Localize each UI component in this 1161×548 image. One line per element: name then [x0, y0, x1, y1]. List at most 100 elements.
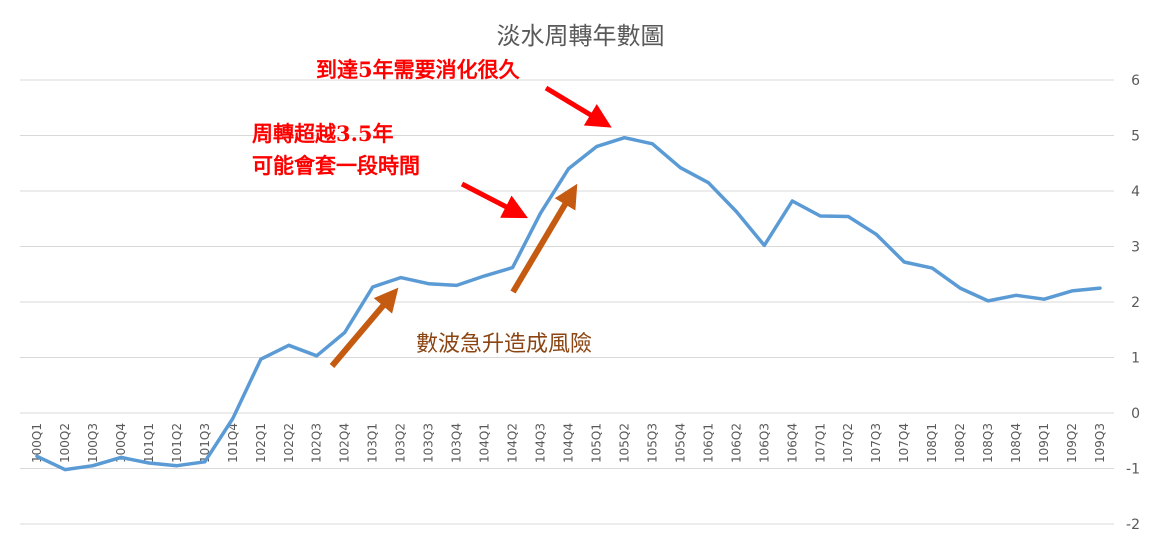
y-tick-label: 6 [1131, 73, 1140, 89]
x-tick-label: 103Q4 [450, 423, 464, 463]
x-tick-label: 101Q3 [198, 423, 212, 463]
series-line [35, 135, 1102, 472]
x-tick-label: 104Q1 [478, 423, 492, 463]
x-tick-label: 105Q2 [617, 423, 631, 463]
data-point [231, 417, 235, 421]
y-tick-labels: -2 -1 0 1 2 3 4 5 6 [1126, 73, 1140, 533]
data-point [818, 214, 822, 218]
y-tick-label: -2 [1126, 517, 1140, 533]
x-tick-label: 106Q3 [757, 423, 771, 463]
x-tick-label: 102Q2 [282, 423, 296, 463]
red-arrow-35 [460, 181, 528, 219]
x-tick-label: 106Q1 [701, 423, 715, 463]
data-point [706, 181, 710, 185]
x-tick-label: 105Q3 [645, 423, 659, 463]
x-tick-label: 104Q3 [534, 423, 548, 463]
x-tick-label: 108Q1 [925, 423, 939, 463]
data-point [511, 266, 515, 270]
data-point [343, 331, 347, 335]
data-point [622, 136, 626, 140]
x-tick-label: 109Q2 [1065, 423, 1079, 463]
data-point [1070, 289, 1074, 293]
x-tick-label: 108Q2 [953, 423, 967, 463]
data-point [846, 215, 850, 219]
annotation-over-35-line2: 可能會套一段時間 [252, 153, 420, 178]
x-tick-label: 107Q3 [869, 423, 883, 463]
data-point [678, 166, 682, 170]
annotation-over-35-line1: 周轉超越3.5年 [252, 121, 394, 146]
brown-arrow-left [329, 287, 399, 368]
x-tick-label: 102Q4 [338, 423, 352, 463]
data-point [259, 357, 263, 361]
x-tick-label: 101Q4 [226, 423, 240, 463]
data-point [483, 274, 487, 278]
x-tick-labels: 100Q1 100Q2 100Q3 100Q4 101Q1 101Q2 101Q3 101Q4… [30, 423, 1107, 463]
x-tick-label: 107Q2 [841, 423, 855, 463]
red-arrow-peak [544, 85, 612, 128]
data-point [203, 460, 207, 464]
data-point [315, 354, 319, 358]
x-tick-label: 106Q2 [729, 423, 743, 463]
x-tick-label: 100Q2 [58, 423, 72, 463]
data-point [427, 282, 431, 286]
y-tick-label: 0 [1131, 406, 1140, 422]
data-point [1042, 297, 1046, 301]
data-point [119, 455, 123, 459]
y-tick-label: 5 [1131, 129, 1140, 145]
y-tick-label: -1 [1126, 462, 1140, 478]
y-tick-label: 1 [1131, 351, 1140, 367]
x-tick-label: 100Q4 [114, 423, 128, 463]
data-point [567, 167, 570, 171]
data-point [650, 142, 654, 146]
data-point [1014, 293, 1018, 297]
x-tick-label: 102Q3 [310, 423, 324, 463]
data-point [35, 454, 39, 458]
data-point [147, 461, 151, 465]
x-tick-label: 100Q3 [86, 423, 100, 463]
x-tick-label: 108Q3 [981, 423, 995, 463]
data-point [63, 468, 67, 472]
x-tick-label: 106Q4 [785, 423, 799, 463]
data-point [399, 276, 403, 280]
x-tick-label: 105Q1 [589, 423, 603, 463]
data-point [287, 343, 291, 347]
x-tick-label: 102Q1 [254, 423, 268, 463]
data-point [91, 464, 95, 468]
x-tick-label: 105Q4 [673, 423, 687, 463]
x-tick-label: 103Q2 [394, 423, 408, 463]
data-point [874, 232, 878, 236]
brown-arrow-right [510, 183, 578, 294]
x-tick-label: 109Q1 [1037, 423, 1051, 463]
data-point [175, 464, 179, 468]
x-tick-label: 103Q3 [422, 423, 436, 463]
x-tick-label: 109Q3 [1093, 423, 1107, 463]
annotation-surge-risk: 數波急升造成風險 [416, 332, 593, 357]
x-tick-label: 101Q1 [142, 423, 156, 463]
data-point [1098, 286, 1102, 290]
y-tick-label: 3 [1131, 240, 1140, 256]
grid-lines [20, 79, 1114, 525]
data-point [902, 260, 906, 264]
data-point [371, 285, 375, 289]
x-tick-label: 104Q2 [506, 423, 520, 463]
data-point [762, 243, 766, 247]
data-point [539, 211, 543, 215]
x-tick-label: 107Q1 [813, 423, 827, 463]
x-tick-label: 104Q4 [562, 423, 576, 463]
data-point [958, 286, 962, 290]
data-point [930, 266, 934, 270]
data-point [734, 210, 738, 214]
data-point [594, 145, 598, 149]
y-tick-label: 4 [1131, 184, 1140, 200]
x-tick-label: 103Q1 [366, 423, 380, 463]
data-point [790, 199, 794, 203]
annotation-five-years: 到達5年需要消化很久 [316, 57, 520, 82]
x-tick-label: 108Q4 [1009, 423, 1023, 463]
annotation-arrows [329, 85, 612, 368]
y-tick-label: 2 [1131, 295, 1140, 311]
x-tick-label: 107Q4 [897, 423, 911, 463]
series-layer [35, 135, 1102, 472]
x-tick-label: 101Q2 [170, 423, 184, 463]
